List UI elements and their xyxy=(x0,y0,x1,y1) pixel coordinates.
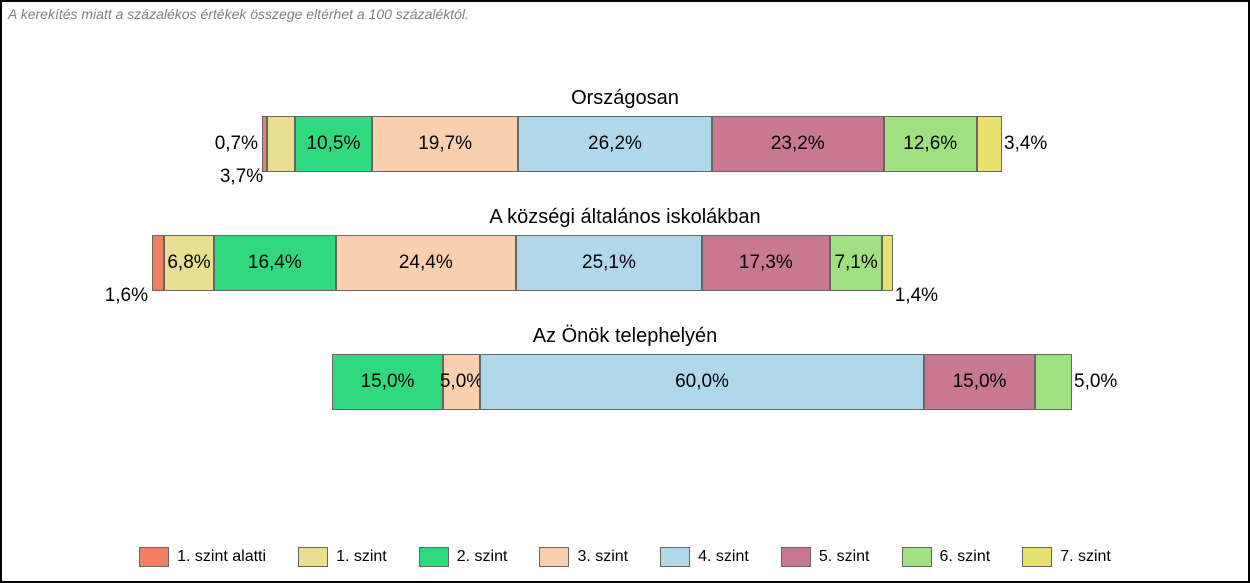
segment-label: 10,5% xyxy=(306,133,360,155)
legend-swatch xyxy=(902,547,932,567)
segment-label: 3,4% xyxy=(1004,133,1047,155)
legend-label: 1. szint alatti xyxy=(177,548,266,566)
bar-row: 1,6%6,8%16,4%24,4%25,1%17,3%7,1%1,4% xyxy=(2,235,1248,295)
legend-label: 3. szint xyxy=(577,548,628,566)
segment-label: 3,7% xyxy=(220,166,263,188)
bar-group: A községi általános iskolákban1,6%6,8%16… xyxy=(2,206,1248,295)
segment-label: 25,1% xyxy=(582,252,636,274)
bar-segment xyxy=(882,235,892,291)
segment-label: 5,0% xyxy=(1074,371,1117,393)
bar-segment xyxy=(152,235,164,291)
segment-label: 1,4% xyxy=(895,285,938,307)
legend-swatch xyxy=(419,547,449,567)
segment-label: 15,0% xyxy=(953,371,1007,393)
legend-item: 4. szint xyxy=(660,547,749,567)
legend-swatch xyxy=(539,547,569,567)
segment-label: 15,0% xyxy=(361,371,415,393)
bar-title: Az Önök telephelyén xyxy=(2,325,1248,348)
bar-row: 15,0% 5,0% 60,0% 15,0% 5,0% xyxy=(2,354,1248,414)
segment-label: 24,4% xyxy=(399,252,453,274)
legend-label: 2. szint xyxy=(457,548,508,566)
legend-swatch xyxy=(1022,547,1052,567)
legend-swatch xyxy=(298,547,328,567)
segment-label: 1,6% xyxy=(105,285,148,307)
bars-area: Országosan 0,7% 3,7% 10,5% 19,7% 26,2% 23,2% 12… xyxy=(2,87,1248,444)
bar-group: Országosan0,7%3,7%10,5%19,7%26,2%23,2%12… xyxy=(2,87,1248,176)
legend-swatch xyxy=(660,547,690,567)
legend-item: 1. szint xyxy=(298,547,387,567)
legend-item: 6. szint xyxy=(902,547,991,567)
legend-item: 5. szint xyxy=(781,547,870,567)
legend-item: 1. szint alatti xyxy=(139,547,266,567)
bar-segment xyxy=(977,116,1002,172)
segment-label: 12,6% xyxy=(903,133,957,155)
bar-segment xyxy=(267,116,294,172)
segment-label: 19,7% xyxy=(418,133,472,155)
legend-item: 2. szint xyxy=(419,547,508,567)
legend-label: 4. szint xyxy=(698,548,749,566)
legend-label: 1. szint xyxy=(336,548,387,566)
bar-title: Országosan xyxy=(2,87,1248,110)
bar-group: Az Önök telephelyén 15,0% 5,0% 60,0% 15,0% 5,… xyxy=(2,325,1248,414)
rounding-note: A kerekítés miatt a százalékos értékek ö… xyxy=(8,6,469,22)
legend-label: 6. szint xyxy=(940,548,991,566)
segment-label: 6,8% xyxy=(167,252,210,274)
bar-title: A községi általános iskolákban xyxy=(2,206,1248,229)
segment-label: 16,4% xyxy=(248,252,302,274)
legend-item: 7. szint xyxy=(1022,547,1111,567)
segment-label: 17,3% xyxy=(739,252,793,274)
bar-segment xyxy=(1035,354,1072,410)
legend-label: 5. szint xyxy=(819,548,870,566)
legend-swatch xyxy=(781,547,811,567)
segment-label: 26,2% xyxy=(588,133,642,155)
legend: 1. szint alatti 1. szint 2. szint 3. szint 4… xyxy=(2,547,1248,567)
bar-row: 0,7%3,7%10,5%19,7%26,2%23,2%12,6%3,4% xyxy=(2,116,1248,176)
segment-label: 60,0% xyxy=(675,371,729,393)
legend-swatch xyxy=(139,547,169,567)
legend-item: 3. szint xyxy=(539,547,628,567)
segment-label: 23,2% xyxy=(771,133,825,155)
segment-label: 5,0% xyxy=(440,371,483,393)
chart-container: A kerekítés miatt a százalékos értékek ö… xyxy=(0,0,1250,583)
segment-label: 0,7% xyxy=(215,133,258,155)
segment-label: 7,1% xyxy=(834,252,877,274)
legend-label: 7. szint xyxy=(1060,548,1111,566)
